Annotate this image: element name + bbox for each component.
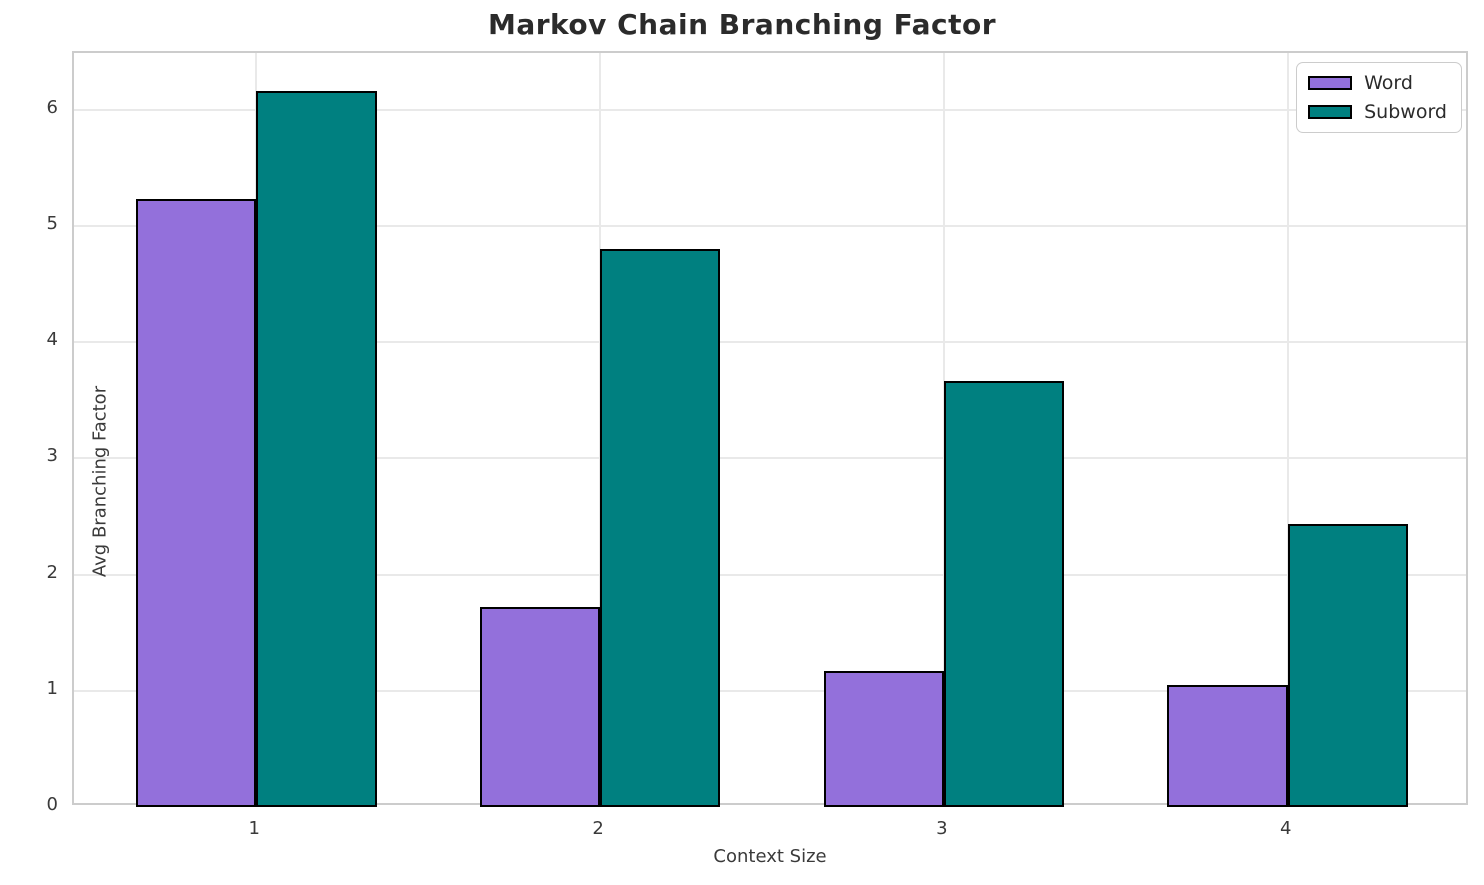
- gridline-y-4: [74, 341, 1466, 344]
- gridline-y-1: [74, 689, 1466, 692]
- gridline-y-3: [74, 457, 1466, 460]
- bar-subword-context-2: [600, 249, 721, 807]
- legend-item-subword: Subword: [1308, 101, 1447, 123]
- gridline-y-5: [74, 225, 1466, 228]
- bar-subword-context-4: [1287, 523, 1409, 807]
- legend-item-word: Word: [1308, 72, 1447, 94]
- y-tick-4: 4: [46, 329, 58, 351]
- bar-subword-context-1: [256, 91, 377, 807]
- x-tick-2: 2: [592, 818, 604, 839]
- legend-swatch-word: [1308, 76, 1353, 90]
- y-tick-0: 0: [46, 794, 58, 815]
- y-tick-2: 2: [46, 561, 58, 583]
- legend-swatch-subword: [1308, 105, 1353, 119]
- y-tick-1: 1: [46, 677, 58, 699]
- bar-word-context-1: [135, 199, 257, 807]
- gridline-y-6: [74, 108, 1466, 111]
- x-tick-4: 4: [1280, 818, 1292, 839]
- plot-area: Avg Branching Factor: [72, 51, 1468, 807]
- y-tick-5: 5: [46, 213, 58, 235]
- x-tick-3: 3: [936, 818, 948, 839]
- legend-label-subword: Subword: [1364, 101, 1447, 123]
- gridline-x-4: [1286, 53, 1289, 803]
- y-tick-3: 3: [46, 445, 58, 467]
- bar-word-context-2: [479, 607, 601, 807]
- legend: Word Subword: [1296, 62, 1462, 133]
- x-tick-1: 1: [248, 818, 260, 839]
- x-axis-label: Context Size: [713, 846, 827, 867]
- y-tick-6: 6: [46, 96, 58, 118]
- y-axis-label: Avg Branching Factor: [89, 385, 111, 578]
- bar-word-context-3: [823, 671, 944, 807]
- chart-title: Markov Chain Branching Factor: [487, 8, 997, 41]
- bar-word-context-4: [1167, 685, 1288, 807]
- legend-label-word: Word: [1364, 72, 1413, 94]
- gridline-y-2: [74, 573, 1466, 576]
- bar-subword-context-3: [943, 380, 1065, 807]
